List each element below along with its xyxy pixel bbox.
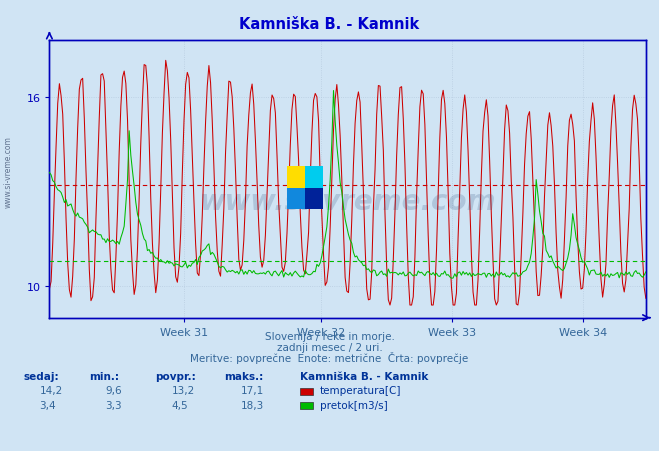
Text: zadnji mesec / 2 uri.: zadnji mesec / 2 uri.: [277, 342, 382, 352]
Bar: [304, 167, 323, 189]
Text: www.si-vreme.com: www.si-vreme.com: [200, 188, 496, 216]
Text: Slovenija / reke in morje.: Slovenija / reke in morje.: [264, 331, 395, 341]
Text: pretok[m3/s]: pretok[m3/s]: [320, 400, 387, 410]
Text: 3,3: 3,3: [105, 400, 122, 410]
Bar: [287, 167, 304, 189]
Text: 17,1: 17,1: [241, 385, 264, 395]
Text: www.si-vreme.com: www.si-vreme.com: [3, 135, 13, 207]
Text: 13,2: 13,2: [171, 385, 194, 395]
Bar: [287, 189, 304, 210]
Text: temperatura[C]: temperatura[C]: [320, 385, 401, 395]
Bar: [304, 189, 323, 210]
Text: maks.:: maks.:: [224, 371, 264, 381]
Text: 18,3: 18,3: [241, 400, 264, 410]
Text: Kamniška B. - Kamnik: Kamniška B. - Kamnik: [239, 17, 420, 32]
Text: 14,2: 14,2: [40, 385, 63, 395]
Text: 9,6: 9,6: [105, 385, 122, 395]
Text: Kamniška B. - Kamnik: Kamniška B. - Kamnik: [300, 371, 428, 381]
Text: Meritve: povprečne  Enote: metrične  Črta: povprečje: Meritve: povprečne Enote: metrične Črta:…: [190, 351, 469, 363]
Text: min.:: min.:: [89, 371, 119, 381]
Text: sedaj:: sedaj:: [23, 371, 59, 381]
Text: 3,4: 3,4: [40, 400, 56, 410]
Text: povpr.:: povpr.:: [155, 371, 196, 381]
Text: 4,5: 4,5: [171, 400, 188, 410]
